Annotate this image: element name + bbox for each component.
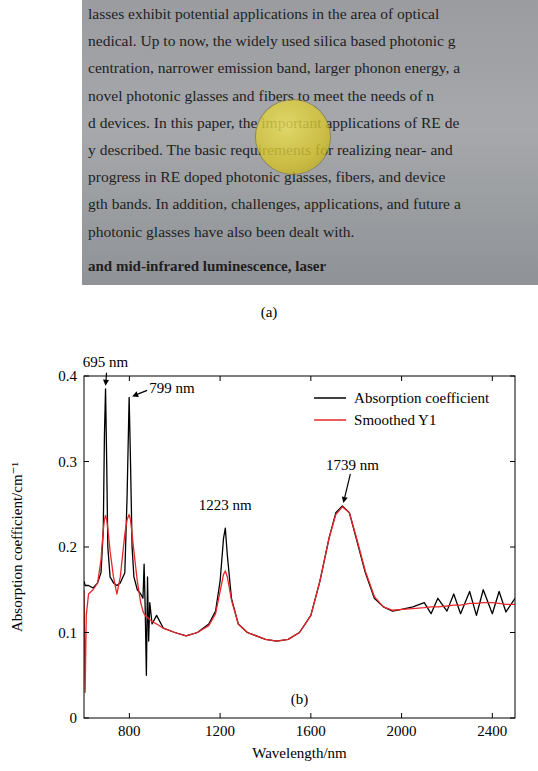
x-tick-label: 1600: [296, 723, 326, 739]
y-tick-label: 0.4: [58, 368, 77, 384]
photo-heading: and mid-infrared luminescence, laser: [88, 258, 326, 275]
y-tick: [84, 376, 89, 377]
x-tick: [401, 713, 402, 718]
y-tick: [510, 376, 515, 377]
x-axis-title: Wavelength/nm: [252, 745, 347, 761]
legend: Absorption coefficient Smoothed Y1: [314, 390, 490, 428]
x-tick-label: 2000: [387, 723, 417, 739]
panel-label: (b): [291, 691, 309, 708]
x-tick-label: 2400: [477, 723, 507, 739]
arrow-head: [103, 380, 109, 386]
series-line: [84, 507, 515, 693]
arrow-head: [132, 391, 139, 397]
y-tick: [84, 461, 89, 462]
plot-frame: [84, 376, 515, 718]
y-tick: [510, 632, 515, 633]
figure: lasses exhibit potential applications in…: [0, 0, 538, 771]
y-tick: [84, 632, 89, 633]
photo-text-line: gth bands. In addition, challenges, appl…: [88, 195, 461, 213]
y-tick: [84, 547, 89, 548]
arrow-shaft: [345, 474, 351, 497]
y-tick-label: 0.1: [58, 625, 77, 641]
y-tick: [510, 461, 515, 462]
y-tick: [510, 547, 515, 548]
photo-text-line: lasses exhibit potential applications in…: [88, 5, 439, 23]
glass-disc: [256, 100, 330, 174]
annotation: 1223 nm: [199, 497, 252, 513]
arrow-shaft: [105, 373, 107, 380]
legend-swatch: [314, 397, 346, 399]
legend-label: Absorption coefficient: [354, 390, 490, 406]
x-tick: [401, 376, 402, 381]
annotation: 1739 nm: [326, 457, 379, 473]
chart: 800 1200 1600 2000 2400 0 0.1 0.2 0.3 0.4 Waveleng…: [0, 0, 538, 771]
y-tick-label: 0: [70, 710, 78, 726]
annotation: 799 nm: [149, 380, 195, 396]
photo-text-line: centration, narrower emission band, larg…: [88, 59, 460, 77]
x-tick: [220, 376, 221, 381]
photo-text-line: photonic glasses have also been dealt wi…: [88, 223, 354, 241]
photo: lasses exhibit potential applications in…: [82, 0, 538, 285]
arrow-shaft: [138, 390, 147, 394]
y-tick: [510, 718, 515, 719]
x-tick: [492, 376, 493, 381]
x-tick: [492, 713, 493, 718]
annotation-arrow: [132, 390, 147, 397]
x-tick: [129, 713, 130, 718]
x-tick-label: 800: [118, 723, 141, 739]
photo-text-line: novel photonic glasses and fibers to mee…: [88, 87, 434, 105]
y-tick-label: 0.3: [58, 454, 77, 470]
panel-caption: (a): [0, 304, 538, 321]
annotation-arrow: [342, 474, 351, 503]
y-tick-label: 0.2: [58, 539, 77, 555]
x-tick: [310, 376, 311, 381]
legend-swatch: [314, 419, 346, 421]
x-tick: [220, 713, 221, 718]
y-tick: [84, 718, 89, 719]
x-tick: [129, 376, 130, 381]
plot-data: [84, 389, 515, 693]
legend-label: Smoothed Y1: [354, 412, 436, 428]
annotation-arrow: [103, 373, 109, 386]
x-tick: [310, 713, 311, 718]
photo-text-line: progress in RE doped photonic glasses, f…: [88, 168, 445, 186]
arrow-head: [342, 496, 348, 503]
annotation: 695 nm: [83, 354, 129, 370]
photo-text-line: nedical. Up to now, the widely used sili…: [88, 32, 455, 50]
y-axis-title: Absorption coefficient/cm⁻¹: [9, 462, 25, 632]
x-tick-label: 1200: [205, 723, 235, 739]
